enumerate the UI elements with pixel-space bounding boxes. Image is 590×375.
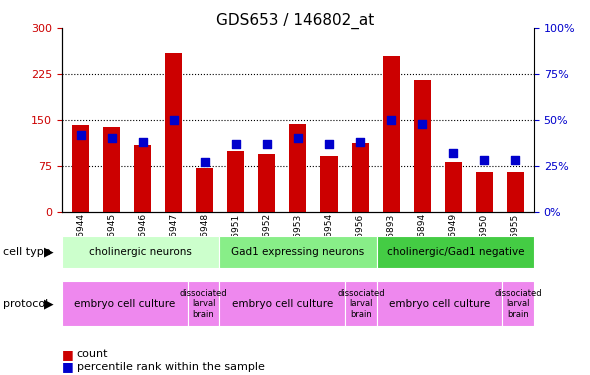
Text: protocol: protocol bbox=[3, 299, 48, 309]
Bar bbox=[165, 53, 182, 212]
Text: cholinergic/Gad1 negative: cholinergic/Gad1 negative bbox=[386, 247, 524, 257]
Bar bbox=[188, 281, 219, 326]
Point bbox=[76, 132, 86, 138]
Text: ■: ■ bbox=[62, 360, 74, 373]
Text: cholinergic neurons: cholinergic neurons bbox=[89, 247, 192, 257]
Bar bbox=[258, 154, 276, 212]
Point bbox=[231, 141, 241, 147]
Bar bbox=[290, 124, 306, 212]
Bar bbox=[227, 151, 244, 212]
Bar bbox=[72, 125, 89, 212]
Text: dissociated
larval
brain: dissociated larval brain bbox=[337, 289, 385, 319]
Text: dissociated
larval
brain: dissociated larval brain bbox=[494, 289, 542, 319]
Bar bbox=[507, 172, 524, 212]
Point bbox=[386, 117, 396, 123]
Bar bbox=[320, 156, 337, 212]
Bar bbox=[376, 236, 534, 268]
Text: GDS653 / 146802_at: GDS653 / 146802_at bbox=[216, 13, 374, 29]
Bar bbox=[352, 143, 369, 212]
Text: embryo cell culture: embryo cell culture bbox=[389, 299, 490, 309]
Point bbox=[200, 159, 209, 165]
Point bbox=[138, 139, 148, 145]
Bar bbox=[376, 281, 503, 326]
Text: Gad1 expressing neurons: Gad1 expressing neurons bbox=[231, 247, 365, 257]
Bar bbox=[219, 281, 345, 326]
Bar bbox=[103, 128, 120, 212]
Point bbox=[510, 158, 520, 164]
Text: ■: ■ bbox=[62, 348, 74, 361]
Point bbox=[262, 141, 271, 147]
Bar bbox=[445, 162, 462, 212]
Text: ▶: ▶ bbox=[44, 297, 54, 310]
Bar bbox=[62, 281, 188, 326]
Text: embryo cell culture: embryo cell culture bbox=[74, 299, 175, 309]
Point bbox=[418, 121, 427, 127]
Text: count: count bbox=[77, 350, 108, 359]
Bar bbox=[382, 56, 399, 212]
Bar bbox=[62, 236, 219, 268]
Text: cell type: cell type bbox=[3, 247, 51, 257]
Bar bbox=[503, 281, 534, 326]
Point bbox=[355, 139, 365, 145]
Bar bbox=[196, 168, 214, 212]
Bar bbox=[134, 144, 151, 212]
Point bbox=[448, 150, 458, 156]
Point bbox=[107, 135, 116, 141]
Point bbox=[293, 135, 303, 141]
Text: embryo cell culture: embryo cell culture bbox=[232, 299, 333, 309]
Text: dissociated
larval
brain: dissociated larval brain bbox=[180, 289, 227, 319]
Bar bbox=[476, 172, 493, 212]
Bar bbox=[345, 281, 376, 326]
Bar bbox=[414, 80, 431, 212]
Text: ▶: ▶ bbox=[44, 246, 54, 259]
Point bbox=[480, 158, 489, 164]
Text: percentile rank within the sample: percentile rank within the sample bbox=[77, 362, 264, 372]
Point bbox=[169, 117, 178, 123]
Point bbox=[324, 141, 334, 147]
Bar bbox=[219, 236, 376, 268]
